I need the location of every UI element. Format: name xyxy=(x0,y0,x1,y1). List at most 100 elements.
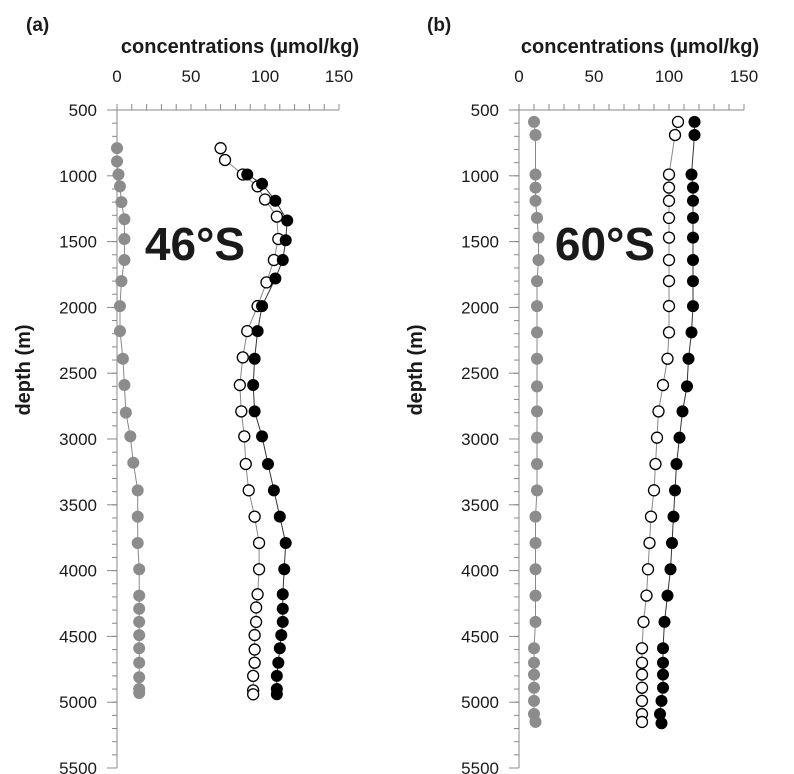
panel-b-x-tick-label: 100 xyxy=(655,67,683,86)
panel-b-point-filled-black xyxy=(687,194,699,207)
panel-b-series-filled-black-line xyxy=(659,121,695,724)
panel-b-point-filled-gray xyxy=(531,431,543,444)
panel-b-point-open xyxy=(662,253,676,267)
panel-a-point-filled-black xyxy=(272,656,285,669)
panel-a-label: (a) xyxy=(26,15,49,36)
panel-b-point-open xyxy=(662,299,676,313)
panel-b-point-filled-black xyxy=(664,563,677,576)
panel-b-point-filled-gray xyxy=(531,275,543,288)
panel-b-point-open xyxy=(650,431,664,444)
panel-b-point-filled-gray xyxy=(529,181,542,194)
panel-b-point-open xyxy=(652,405,665,418)
panel-a-point-open xyxy=(248,628,261,642)
panel-b-point-filled-black xyxy=(687,211,699,224)
panel-a-point-open xyxy=(249,601,263,614)
panel-b-point-filled-black xyxy=(687,231,699,244)
panel-a-point-filled-gray xyxy=(133,642,146,655)
panel-a-point-open xyxy=(247,669,260,683)
panel-a-point-filled-black xyxy=(256,300,269,313)
panel-b-point-filled-gray xyxy=(528,656,540,669)
panel-b-y-tick-label: 5000 xyxy=(461,693,499,712)
panel-b-point-filled-gray xyxy=(531,458,543,471)
panel-b-point-open xyxy=(656,378,670,392)
panel-a-point-filled-gray xyxy=(113,325,126,338)
panel-a-point-filled-gray xyxy=(124,430,137,443)
panel-b-point-filled-gray xyxy=(528,642,540,655)
panel-a-y-tick-label: 3000 xyxy=(59,430,97,449)
panel-b-point-filled-gray xyxy=(528,694,540,707)
panel-a-point-open xyxy=(270,210,283,223)
panel-b-point-filled-black xyxy=(688,115,701,128)
panel-b-point-filled-black xyxy=(657,642,669,655)
panel-b-point-open xyxy=(635,656,649,669)
panel-a-y-tick-label: 500 xyxy=(69,101,97,120)
panel-a-y-tick-label: 2000 xyxy=(59,298,97,317)
panel-a-point-filled-gray xyxy=(113,180,126,193)
panel-a-point-filled-black xyxy=(276,254,289,267)
panel-b-point-filled-black xyxy=(669,484,681,497)
panel-a-point-filled-gray xyxy=(127,456,140,469)
panel-a-point-filled-black xyxy=(261,458,274,471)
panel-a-point-filled-black xyxy=(248,405,261,418)
panel-a-station-label: 46°S xyxy=(145,218,245,270)
panel-a-point-filled-black xyxy=(281,214,294,227)
panel-b-point-filled-gray xyxy=(531,211,543,224)
panel-b-point-open xyxy=(662,168,676,181)
panel-b-point-filled-black xyxy=(657,668,669,681)
panel-a-x-tick-label: 0 xyxy=(112,67,121,86)
panel-b-point-filled-gray xyxy=(529,715,542,728)
panel-a-point-filled-black xyxy=(276,602,289,615)
panel-b-point-filled-black xyxy=(688,129,701,142)
panel-b-point-open xyxy=(662,211,676,225)
panel-a-point-filled-black xyxy=(276,588,289,601)
panel-a-point-filled-black xyxy=(275,629,288,642)
panel-b-point-filled-gray xyxy=(531,484,543,497)
panel-b-point-filled-gray xyxy=(531,380,543,393)
panel-a-point-open xyxy=(249,615,263,629)
panel-b-point-filled-black xyxy=(658,615,671,628)
panel-a-x-tick-label: 100 xyxy=(251,67,279,86)
panel-b-point-open xyxy=(635,715,649,729)
panel-b-point-open xyxy=(643,536,656,550)
panel-b-point-open xyxy=(662,181,676,194)
panel-a-point-filled-black xyxy=(247,379,260,392)
panel-a-point-filled-gray xyxy=(131,484,144,497)
panel-a-point-filled-gray xyxy=(133,686,146,699)
panel-a-point-filled-gray xyxy=(133,589,146,602)
panel-a-point-filled-black xyxy=(276,615,289,628)
panel-b-point-open xyxy=(671,115,685,128)
panel-a-point-open xyxy=(247,688,260,701)
panel-b-x-tick-label: 50 xyxy=(585,67,604,86)
panel-b-y-tick-label: 1000 xyxy=(461,167,499,186)
panel-a-point-filled-gray xyxy=(133,563,146,576)
panel-b-point-open xyxy=(635,642,649,655)
panel-a-point-open xyxy=(252,563,266,576)
panel-a-point-filled-black xyxy=(273,510,286,523)
panel-a-point-filled-black xyxy=(256,430,269,443)
panel-a-x-axis-title: concentrations (µmol/kg) xyxy=(121,36,359,58)
panel-b-point-open xyxy=(649,457,662,471)
panel-b-point-filled-gray xyxy=(531,300,543,313)
panel-b-point-filled-black xyxy=(685,168,698,181)
panel-a-point-filled-black xyxy=(279,234,292,247)
panel-a-point-filled-gray xyxy=(111,155,123,168)
panel-b-x-tick-label: 150 xyxy=(730,67,758,86)
panel-b-point-filled-gray xyxy=(529,194,542,207)
panel-b-y-tick-label: 2500 xyxy=(461,364,499,383)
panel-b-y-tick-label: 4500 xyxy=(461,627,499,646)
panel-b-y-tick-label: 3000 xyxy=(461,430,499,449)
panel-a-y-tick-label: 4500 xyxy=(59,627,97,646)
panel-b-point-filled-black xyxy=(655,717,668,730)
panel-a-point-open xyxy=(238,430,251,443)
panel-b-point-filled-gray xyxy=(529,563,542,576)
panel-b-station-label: 60°S xyxy=(555,218,655,270)
panel-b-point-open xyxy=(662,274,676,288)
panel-b-y-tick-label: 2000 xyxy=(461,298,499,317)
panel-b-point-filled-black xyxy=(687,254,699,267)
panel-b-point-open xyxy=(635,668,649,681)
panel-a-point-filled-gray xyxy=(115,275,128,288)
panel-b-point-open xyxy=(640,589,653,602)
panel-a-point-filled-black xyxy=(270,688,283,701)
panel-b-point-filled-black xyxy=(667,510,680,523)
panel-a-point-filled-gray xyxy=(131,510,144,523)
